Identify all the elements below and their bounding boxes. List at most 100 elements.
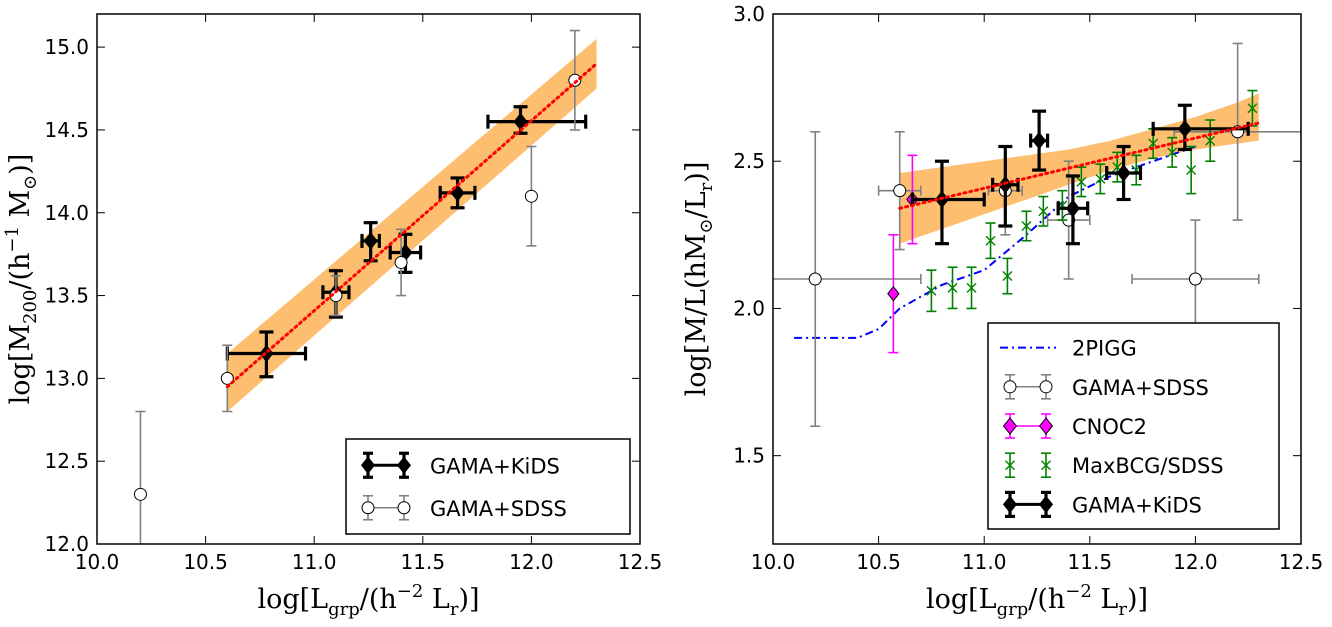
plot-frame (96, 13, 641, 545)
data-point (1167, 136, 1178, 168)
series-gama-sdss (133, 29, 582, 544)
x-marker (1167, 147, 1178, 158)
legend-entry: MaxBCG/SDSS (1005, 452, 1224, 478)
x-marker (985, 235, 996, 246)
data-point (1056, 174, 1090, 246)
y-tick-label: 2.5 (733, 149, 765, 173)
data-point (438, 176, 477, 210)
x-tick-label: 10.0 (751, 550, 796, 574)
data-point (966, 266, 977, 310)
open-circle-marker (808, 272, 822, 286)
legend-circle-marker (397, 501, 411, 515)
legend-entry: 2PIGG (1000, 337, 1137, 361)
open-circle-marker (1188, 272, 1202, 286)
data-point (360, 221, 381, 263)
data-point (486, 105, 588, 135)
confidence-band (899, 93, 1259, 244)
diamond-marker (363, 232, 378, 250)
legend-entry: CNOC2 (1002, 413, 1147, 439)
plot-frame (772, 13, 1302, 545)
x-tick-label: 12.0 (509, 550, 554, 574)
y-axis-label: log[M200/(h−1 M⊙)] (2, 154, 41, 405)
data-point (524, 145, 538, 247)
data-point (329, 274, 343, 317)
y-tick-label: 15.0 (44, 35, 89, 59)
legend-entry: GAMA+KiDS (1002, 490, 1202, 519)
x-tick-label: 10.0 (75, 550, 120, 574)
legend-entry: GAMA+SDSS (361, 494, 567, 521)
diamond-marker (1032, 131, 1047, 150)
x-marker (1021, 221, 1032, 231)
mass-to-light-panel: 10.0 10.5 11.0 11.5 12.0 12.5 1.5 2.0 2.5 3.0 log[… (681, 2, 1323, 620)
legend-label: CNOC2 (1072, 415, 1147, 439)
legend-diamond-marker (1002, 417, 1018, 435)
legend-label: GAMA+KiDS (1072, 493, 1202, 517)
legend-label: GAMA+KiDS (430, 454, 560, 478)
data-point (887, 234, 900, 354)
x-marker (1095, 173, 1106, 184)
open-circle-marker (133, 487, 147, 501)
data-point (985, 222, 996, 260)
y-tick-label: 14.5 (44, 118, 89, 142)
x-marker (1076, 176, 1087, 187)
data-point (926, 269, 937, 313)
legend-x-marker (1041, 460, 1051, 471)
legend: GAMA+KiDS GAMA+SDSS (345, 438, 631, 535)
legend-diamond-marker (1038, 417, 1054, 435)
data-point (1029, 109, 1050, 172)
data-point (1112, 151, 1123, 183)
open-circle-marker (220, 371, 234, 385)
x-marker (966, 282, 977, 293)
x-marker (947, 282, 958, 293)
data-point (773, 130, 922, 428)
legend-diamond-marker (1002, 495, 1018, 514)
legend: 2PIGG GAMA+SDSS CNOC2 MaxBCG/SDSS GAMA+KiDS (987, 322, 1280, 530)
data-point (1095, 163, 1106, 195)
legend-box (345, 438, 631, 535)
data-point (568, 29, 582, 131)
open-circle-marker (568, 73, 582, 87)
legend-label: 2PIGG (1072, 337, 1137, 361)
fit-line (225, 62, 599, 389)
x-tick-label: 11.0 (962, 550, 1007, 574)
legend-entry: GAMA+SDSS (1003, 373, 1209, 400)
diamond-marker (1065, 199, 1080, 218)
open-circle-marker (524, 189, 538, 203)
legend-label: GAMA+SDSS (430, 497, 567, 521)
data-point (388, 232, 423, 274)
x-tick-label: 11.5 (401, 550, 446, 574)
open-circle-marker (893, 184, 907, 198)
x-marker (1002, 271, 1013, 282)
legend-circle-marker (1003, 380, 1017, 394)
y-tick-label: 12.5 (44, 449, 89, 473)
data-point (220, 344, 234, 413)
mass-luminosity-panel: 10.0 10.5 11.0 11.5 12.0 12.5 12.0 12.5 13.0 13.5… (2, 13, 662, 620)
x-marker (926, 285, 937, 296)
y-axis-label: log[M/L(hM⊙/Lr)] (681, 162, 717, 397)
legend-diamond-marker (396, 456, 412, 475)
diamond-marker (1177, 120, 1192, 138)
y-tick-label: 13.5 (44, 284, 89, 308)
diamond-marker (887, 285, 900, 302)
diamond-marker (1116, 164, 1131, 182)
data-point (1131, 219, 1260, 339)
data-point (1186, 145, 1197, 195)
plot-area (773, 42, 1301, 428)
plot-area (133, 29, 599, 544)
series-maxbcg-sdss (926, 89, 1258, 313)
legend-circle-marker (361, 501, 375, 515)
x-tick-label: 11.0 (292, 550, 337, 574)
x-tick-label: 12.0 (1173, 550, 1218, 574)
legend-entry: GAMA+KiDS (360, 451, 560, 479)
x-tick-label: 11.5 (1068, 550, 1113, 574)
open-circle-marker (394, 255, 408, 269)
data-point (1038, 195, 1049, 227)
y-tick-label: 14.0 (44, 201, 89, 225)
data-point (394, 228, 408, 297)
data-point (1173, 42, 1301, 221)
x-marker (1205, 135, 1216, 146)
legend-x-marker (1005, 460, 1015, 471)
legend-label: GAMA+SDSS (1072, 376, 1209, 400)
x-tick-label: 12.5 (1279, 550, 1324, 574)
